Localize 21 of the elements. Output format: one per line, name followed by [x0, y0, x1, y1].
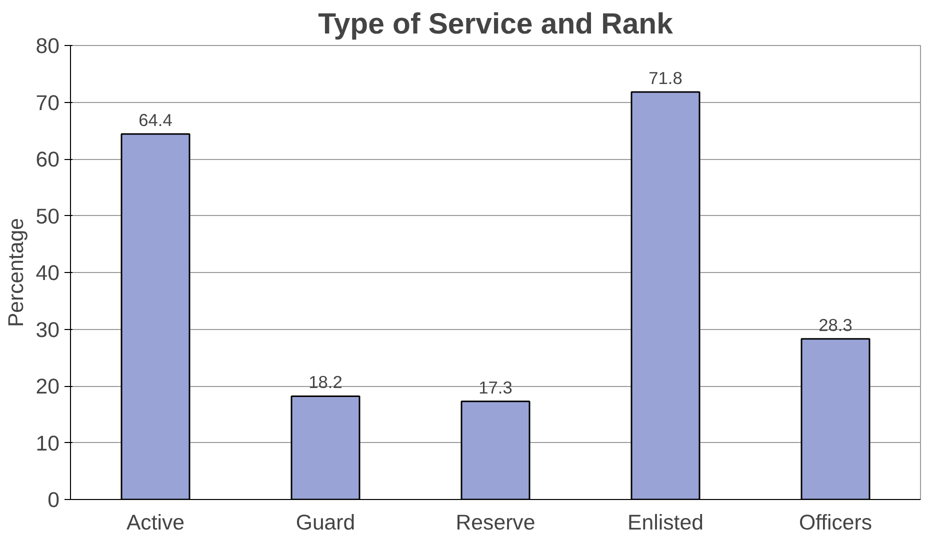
x-tick-label: Reserve: [456, 510, 536, 534]
x-tick-label: Enlisted: [628, 510, 704, 534]
data-label: 28.3: [818, 314, 852, 335]
y-tick-label: 50: [36, 204, 60, 228]
y-tick-label: 0: [48, 488, 60, 512]
x-tick-label: Active: [126, 510, 185, 534]
y-tick-label: 20: [36, 374, 60, 398]
x-tick-label: Officers: [798, 510, 872, 534]
y-tick-label: 60: [36, 148, 60, 172]
data-label: 18.2: [308, 372, 342, 392]
y-tick-label: 40: [36, 261, 60, 285]
y-tick-label: 30: [36, 318, 60, 342]
data-label: 64.4: [138, 110, 173, 130]
data-label: 17.3: [478, 377, 512, 398]
x-tick-label: Guard: [296, 510, 356, 534]
y-tick-label: 70: [36, 90, 60, 115]
chart-title: Type of Service and Rank: [318, 8, 674, 40]
y-tick-label: 10: [36, 431, 60, 456]
y-axis-title: Percentage: [4, 218, 28, 328]
data-label: 71.8: [648, 68, 682, 88]
y-tick-label: 80: [36, 34, 60, 58]
